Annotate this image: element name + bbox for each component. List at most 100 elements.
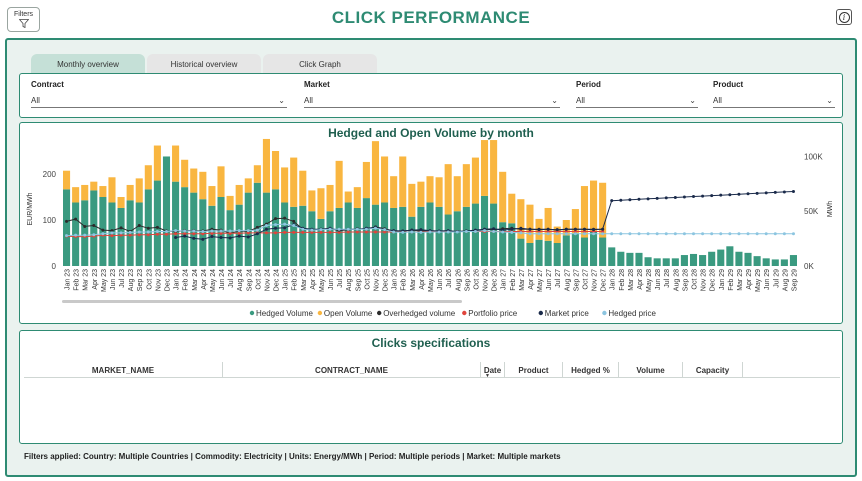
hedged-volume-bar: [590, 230, 598, 266]
hedged-pricepoint: [74, 233, 78, 237]
x-tick-label: Mar 23: [83, 269, 90, 291]
hedged-volume-bar: [571, 233, 579, 266]
portfolio-pricepoint: [373, 230, 377, 234]
market-pricepoint: [255, 232, 259, 236]
x-tick-label: Aug 25: [346, 269, 353, 291]
hedged-volume-bar: [399, 206, 407, 266]
open-volume-bar: [308, 190, 316, 212]
hedged-volume-bar: [544, 240, 552, 266]
col-contract-name[interactable]: CONTRACT_NAME: [223, 362, 481, 378]
period-slicer: Period All ⌄: [576, 80, 698, 108]
clicks-table-panel: Clicks specifications MARKET_NAME CONTRA…: [19, 330, 843, 444]
open-volume-bar: [426, 176, 434, 203]
tab-historical-overview[interactable]: Historical overview: [147, 54, 261, 74]
hedged-volume-bar: [789, 255, 798, 266]
hedged-pricepoint: [528, 232, 532, 236]
market-pricepoint: [737, 192, 741, 196]
x-tick-label: May 24: [210, 269, 217, 292]
hedged-volume-bar: [390, 207, 398, 266]
hedged-pricepoint: [292, 224, 296, 228]
x-tick-label: Dec 26: [492, 269, 499, 291]
x-tick-label: Jan 26: [392, 269, 399, 290]
x-tick-label: Nov 28: [701, 269, 708, 291]
info-button[interactable]: i: [836, 9, 852, 25]
x-tick-label: Jan 29: [719, 269, 726, 290]
chevron-down-icon: ⌄: [278, 96, 285, 105]
col-volume[interactable]: Volume: [619, 362, 683, 378]
hedged-pricepoint: [546, 232, 550, 236]
overhedged-volumepoint: [255, 225, 259, 229]
open-volume-bar: [108, 177, 116, 203]
y-left-axis-title: EUR/MWh: [27, 192, 34, 225]
open-volume-bar: [144, 165, 152, 190]
contract-dropdown[interactable]: All ⌄: [31, 94, 287, 108]
y-left-tick-label: 100: [43, 216, 57, 225]
x-tick-label: Apr 26: [419, 269, 426, 290]
open-volume-bar: [444, 164, 452, 215]
x-tick-label: Jun 24: [219, 269, 226, 290]
hedged-pricepoint: [782, 232, 786, 236]
hedged-volume-bar: [308, 211, 316, 266]
legend-marker: [602, 310, 607, 316]
open-volume-bar: [453, 176, 461, 212]
hedged-volume-bar: [471, 203, 479, 266]
portfolio-pricepoint: [319, 230, 323, 234]
hedged-volume-bar: [644, 257, 652, 266]
col-product[interactable]: Product: [505, 362, 563, 378]
period-dropdown[interactable]: All ⌄: [576, 94, 698, 108]
portfolio-pricepoint: [128, 233, 132, 237]
market-pricepoint: [528, 227, 532, 231]
col-capacity[interactable]: Capacity: [683, 362, 743, 378]
market-pricepoint: [673, 195, 677, 199]
col-hedged-pct[interactable]: Hedged %: [563, 362, 619, 378]
overhedged-volumepoint: [274, 217, 278, 221]
hedged-volume-bar: [708, 251, 716, 266]
tab-monthly-overview[interactable]: Monthly overview: [31, 54, 145, 74]
legend-entry: Overhedged volume: [383, 309, 456, 318]
hedged-pricepoint: [692, 232, 696, 236]
hedged-volume-bar: [371, 204, 380, 266]
overhedged-volumepoint: [74, 217, 78, 221]
hedged-volume-bar: [417, 206, 425, 266]
x-tick-label: Dec 27: [601, 269, 608, 291]
hedged-volume-bar: [499, 222, 507, 266]
market-dropdown[interactable]: All ⌄: [304, 94, 560, 108]
hedged-pricepoint: [555, 232, 559, 236]
hedged-pricepoint: [319, 228, 323, 232]
portfolio-pricepoint: [164, 232, 168, 236]
overhedged-volumepoint: [83, 224, 87, 228]
open-volume-bar: [172, 145, 180, 182]
open-volume-bar: [353, 187, 361, 208]
filters-button[interactable]: Filters: [7, 7, 40, 32]
market-pricepoint: [601, 227, 605, 231]
hedged-volume-bar: [689, 253, 698, 266]
x-tick-label: Jul 27: [555, 269, 562, 288]
legend-marker: [317, 310, 323, 316]
x-tick-label: Apr 24: [201, 269, 208, 290]
col-date[interactable]: Date ▼: [481, 362, 505, 379]
col-market-name[interactable]: MARKET_NAME: [24, 362, 223, 378]
portfolio-pricepoint: [155, 232, 159, 236]
market-pricepoint: [637, 197, 641, 201]
product-dropdown[interactable]: All ⌄: [713, 94, 835, 108]
open-volume-bar: [135, 178, 143, 203]
hedged-pricepoint: [601, 232, 605, 236]
x-tick-label: Feb 24: [183, 269, 190, 291]
open-volume-bar: [408, 183, 416, 217]
tab-click-graph[interactable]: Click Graph: [263, 54, 377, 74]
market-pricepoint: [183, 234, 187, 238]
hedged-volume-bar: [290, 206, 298, 266]
x-tick-label: May 25: [319, 269, 326, 292]
hedged-pricepoint: [728, 232, 732, 236]
hedged-volume-bar: [435, 206, 443, 266]
open-volume-bar: [562, 220, 570, 236]
portfolio-pricepoint: [228, 231, 232, 235]
x-tick-label: Jul 26: [446, 269, 453, 288]
period-slicer-label: Period: [576, 80, 601, 89]
hedged-pricepoint: [264, 224, 268, 228]
legend-marker: [249, 310, 255, 316]
open-volume-bar: [271, 151, 280, 190]
x-tick-label: Mar 25: [301, 269, 308, 291]
x-tick-label: Mar 27: [519, 269, 526, 291]
